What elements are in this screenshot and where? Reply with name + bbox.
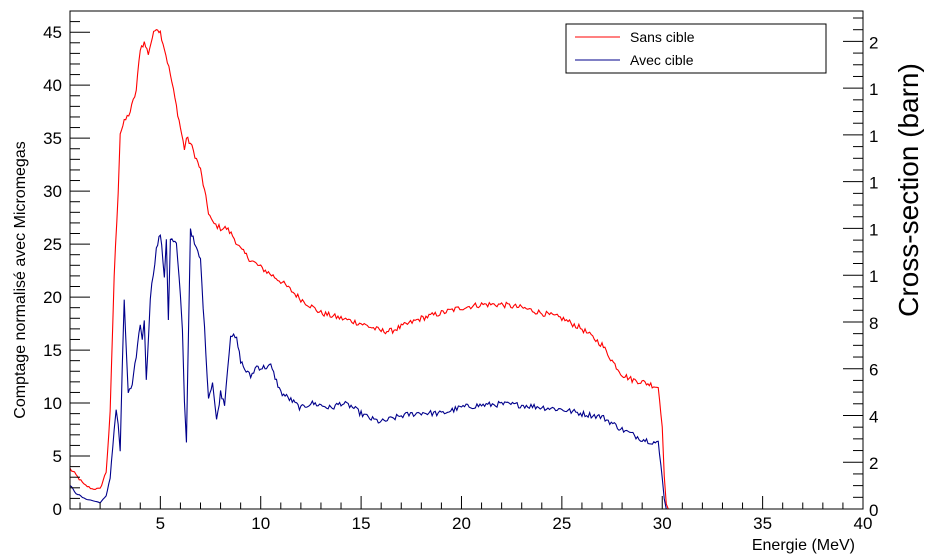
right-tick-label: 4: [869, 407, 878, 426]
y-tick-label: 15: [43, 341, 62, 360]
legend-box: [565, 23, 827, 74]
legend-label-avec-cible: Avec cible: [630, 52, 694, 68]
right-tick-label: 8: [869, 314, 878, 333]
right-tick-label: 1: [869, 220, 878, 239]
series-line-sans-cible: [70, 29, 863, 509]
right-tick-label: 1: [869, 267, 878, 286]
y-tick-label: 35: [43, 129, 62, 148]
y-tick-label: 10: [43, 394, 62, 413]
x-tick-label: 30: [653, 514, 672, 533]
plot-frame: [69, 10, 864, 510]
right-tick-label: 1: [869, 80, 878, 99]
y-tick-label: 40: [43, 76, 62, 95]
y-tick-label: 30: [43, 182, 62, 201]
series-line-avec-cible: [70, 228, 863, 509]
right-tick-label: 6: [869, 361, 878, 380]
y-tick-label: 45: [43, 23, 62, 42]
right-tick-label: 0: [869, 501, 878, 520]
x-tick-label: 20: [452, 514, 471, 533]
right-tick-label: 2: [869, 454, 878, 473]
x-tick-label: 25: [552, 514, 571, 533]
y-tick-label: 20: [43, 288, 62, 307]
legend-label-sans-cible: Sans cible: [630, 29, 695, 45]
right-tick-label: 2: [869, 33, 878, 52]
y-tick-label: 0: [53, 500, 62, 519]
legend: Sans cible Avec cible: [565, 23, 827, 74]
axis-layer: 5 10 15 20 25 30 35 400510152025303540450246811…: [43, 17, 878, 533]
y-axis-title: Comptage normalisé avec Micromegas: [12, 141, 29, 418]
x-tick-label: 15: [352, 514, 371, 533]
y-tick-label: 5: [53, 447, 62, 466]
right-tick-label: 1: [869, 127, 878, 146]
x-tick-label: 40: [854, 514, 873, 533]
right-tick-label: 1: [869, 174, 878, 193]
x-axis-title: Energie (MeV): [752, 537, 855, 554]
x-tick-label: 10: [251, 514, 270, 533]
y-tick-label: 25: [43, 235, 62, 254]
x-tick-label: 35: [753, 514, 772, 533]
x-tick-label: 5: [156, 514, 165, 533]
right-axis-title: Cross-section (barn): [893, 63, 924, 317]
series-layer: [70, 29, 863, 509]
